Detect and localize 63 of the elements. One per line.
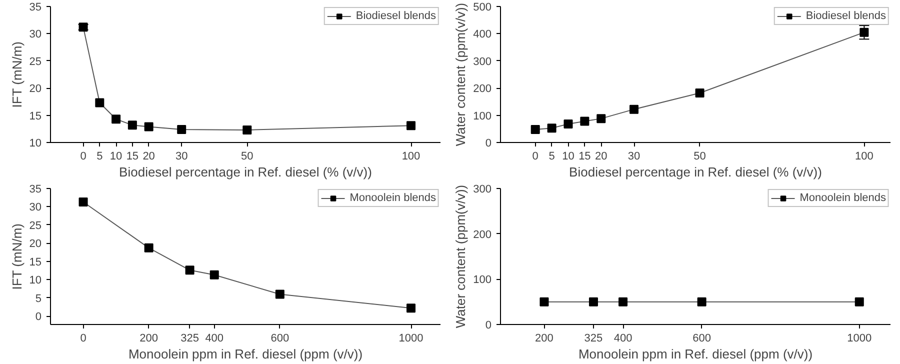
x-tick-label: 400 [614, 332, 632, 344]
x-tick-label: 325 [180, 332, 199, 344]
y-tick-label: 20 [29, 83, 42, 96]
x-axis-title: Biodiesel percentage in Ref. diesel (% (v/v)) [119, 164, 372, 180]
y-tick-label: 30 [29, 202, 42, 214]
y-tick-label: 35 [29, 2, 42, 14]
legend-label: Biodiesel blends [806, 10, 886, 22]
x-tick-label: 1000 [847, 332, 872, 344]
x-axis-title: Monoolein ppm in Ref. diesel (ppm (v/v)) [578, 346, 813, 362]
legend-label: Monoolein blends [800, 192, 886, 204]
x-tick-label: 50 [694, 150, 706, 162]
y-tick-label: 0 [35, 311, 42, 324]
x-tick-label: 200 [535, 332, 554, 344]
legend-label: Monoolein blends [350, 192, 436, 204]
x-tick-label: 10 [562, 150, 574, 162]
y-tick-label: 25 [29, 56, 42, 68]
y-tick-label: 30 [29, 28, 42, 41]
y-tick-label: 0 [485, 320, 492, 332]
x-tick-label: 10 [110, 150, 122, 162]
y-axis-title: IFT (mN/m) [9, 42, 24, 108]
x-tick-label: 50 [241, 150, 254, 162]
x-tick-label: 600 [270, 332, 290, 344]
legend-label: Biodiesel blends [356, 10, 436, 22]
y-tick-label: 35 [29, 184, 42, 196]
y-tick-label: 10 [29, 138, 42, 150]
x-axis-title: Biodiesel percentage in Ref. diesel (% (v/v)) [569, 164, 822, 180]
y-tick-label: 25 [29, 220, 42, 232]
y-tick-label: 0 [485, 138, 492, 150]
y-axis-title: Water content (ppm(v/v)) [453, 184, 468, 328]
y-tick-label: 100 [473, 274, 492, 286]
y-axis-title: IFT (mN/m) [9, 224, 24, 290]
x-tick-label: 600 [692, 332, 711, 344]
y-tick-label: 5 [35, 292, 42, 305]
x-tick-label: 20 [142, 150, 155, 162]
y-tick-label: 200 [473, 228, 492, 241]
x-axis-title: Monoolein ppm in Ref. diesel (ppm (v/v)) [128, 346, 363, 362]
y-tick-label: 20 [29, 238, 42, 250]
x-tick-label: 0 [80, 150, 86, 162]
y-tick-label: 300 [473, 184, 492, 196]
y-tick-label: 500 [473, 2, 492, 14]
x-tick-label: 325 [584, 332, 603, 344]
x-tick-label: 15 [578, 150, 591, 162]
y-tick-label: 15 [29, 110, 42, 122]
x-tick-label: 100 [855, 150, 874, 162]
x-tick-label: 30 [175, 150, 188, 162]
y-tick-label: 300 [473, 56, 492, 68]
x-tick-label: 400 [205, 332, 224, 344]
y-tick-label: 200 [473, 83, 492, 96]
x-tick-label: 20 [595, 150, 608, 162]
x-tick-label: 1000 [398, 332, 424, 344]
y-tick-label: 100 [473, 110, 492, 122]
x-tick-label: 15 [126, 150, 139, 162]
x-tick-label: 0 [532, 150, 538, 162]
x-tick-label: 5 [548, 150, 555, 162]
x-tick-label: 0 [80, 332, 86, 344]
y-tick-label: 400 [473, 28, 492, 41]
x-tick-label: 30 [628, 150, 640, 162]
y-tick-label: 15 [29, 256, 42, 268]
x-tick-label: 100 [402, 150, 420, 162]
y-axis-title: Water content (ppm(v/v)) [453, 2, 468, 146]
x-tick-label: 5 [96, 150, 103, 162]
x-tick-label: 200 [140, 332, 158, 344]
y-tick-label: 10 [29, 274, 42, 287]
